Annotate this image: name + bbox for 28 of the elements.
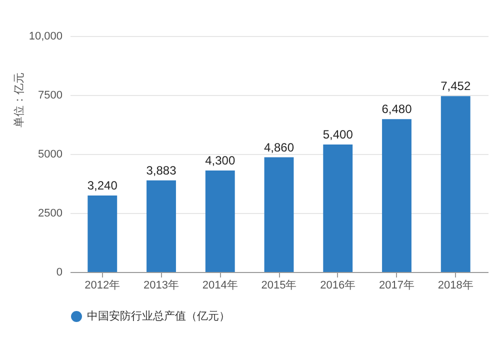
x-tick-label: 2017年 [379, 280, 414, 292]
y-tick-label: 5000 [38, 148, 62, 160]
data-label: 3,240 [87, 178, 118, 193]
bar [382, 119, 412, 272]
bar [323, 144, 353, 272]
legend-label: 中国安防行业总产值（亿元） [87, 310, 230, 322]
x-tick-label: 2016年 [320, 280, 356, 292]
bar [264, 157, 294, 272]
y-tick-label: 2500 [38, 208, 62, 220]
x-tick-label: 2012年 [84, 280, 120, 292]
bar [440, 96, 470, 272]
y-axis-title: 单位：亿元 [12, 72, 26, 128]
data-label: 3,883 [146, 163, 177, 178]
y-tick-label: 0 [56, 266, 62, 278]
bar [146, 180, 176, 272]
data-label: 4,300 [205, 154, 236, 168]
y-tick-label: 10,000 [28, 30, 62, 42]
x-tick-label: 2018年 [438, 280, 474, 292]
bar [205, 170, 235, 272]
y-tick-label: 7500 [38, 90, 62, 102]
data-label: 5,400 [322, 128, 354, 142]
data-label: 7,452 [440, 79, 471, 94]
x-tick-label: 2014年 [202, 280, 238, 292]
data-label: 4,860 [264, 140, 294, 154]
x-tick-label: 2015年 [261, 280, 297, 292]
x-tick-label: 2013年 [144, 280, 179, 292]
data-label: 6,480 [382, 102, 412, 116]
bar [88, 196, 118, 272]
